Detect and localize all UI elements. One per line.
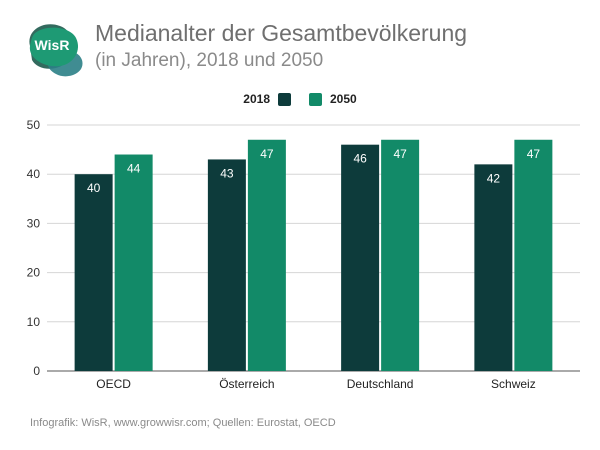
bar-2050-2 — [381, 139, 420, 371]
y-tick-label-30: 30 — [27, 216, 41, 230]
bar-2018-0 — [74, 174, 113, 371]
legend-label-2018: 2018 — [243, 92, 270, 106]
logo-blob-green — [29, 27, 79, 67]
data-label-2050-3: 47 — [527, 147, 541, 161]
data-label-2050-0: 44 — [127, 162, 141, 176]
x-tick-label-0: OECD — [96, 377, 131, 391]
data-label-2018-0: 40 — [87, 181, 101, 195]
x-tick-label-2: Deutschland — [347, 377, 414, 391]
chart-subtitle: (in Jahren), 2018 und 2050 — [95, 50, 324, 71]
legend: 2018 2050 — [0, 92, 600, 106]
data-label-2018-1: 43 — [220, 166, 234, 180]
bar-2050-1 — [247, 139, 286, 371]
y-tick-label-20: 20 — [27, 266, 41, 280]
y-tick-label-0: 0 — [33, 364, 40, 378]
wisr-logo: WisR — [29, 24, 83, 77]
y-tick-label-40: 40 — [27, 167, 41, 181]
x-tick-label-3: Schweiz — [491, 377, 536, 391]
bar-2050-3 — [514, 139, 553, 371]
bar-2050-0 — [114, 154, 153, 371]
y-tick-label-10: 10 — [27, 315, 41, 329]
legend-label-2050: 2050 — [330, 92, 357, 106]
bar-2018-2 — [341, 144, 380, 371]
legend-item-2018: 2018 — [243, 92, 291, 106]
source-footer: Infografik: WisR, www.growwisr.com; Quel… — [30, 417, 336, 429]
data-label-2050-1: 47 — [260, 147, 274, 161]
chart-title: Medianalter der Gesamtbevölkerung — [95, 20, 468, 46]
data-label-2018-2: 46 — [353, 152, 367, 166]
legend-swatch-2050 — [309, 92, 322, 106]
logo-text: WisR — [35, 37, 70, 53]
bar-2018-1 — [207, 159, 246, 371]
bar-2018-3 — [474, 164, 513, 371]
x-tick-label-1: Österreich — [219, 377, 274, 391]
data-label-2050-2: 47 — [393, 147, 407, 161]
legend-swatch-2018 — [278, 92, 291, 106]
data-label-2018-3: 42 — [487, 171, 501, 185]
y-tick-label-50: 50 — [27, 118, 41, 132]
legend-item-2050: 2050 — [309, 92, 357, 106]
